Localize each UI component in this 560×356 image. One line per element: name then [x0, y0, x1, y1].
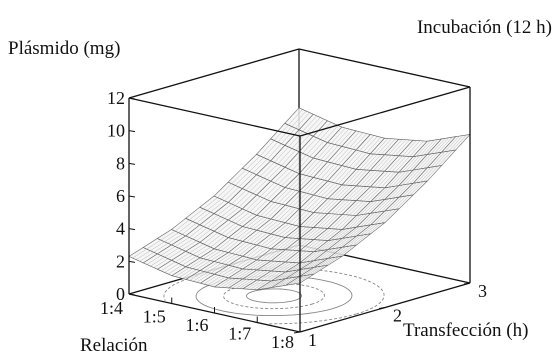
- surface-hatch: [246, 140, 417, 290]
- surface-hatch: [203, 135, 374, 285]
- box-edge: [299, 86, 471, 137]
- x-tick-label: 1:6: [185, 315, 208, 335]
- contour-line: [223, 282, 325, 310]
- z-tick: [128, 162, 136, 165]
- surface-hatch: [264, 139, 435, 289]
- y-tick: [378, 307, 386, 309]
- z-tick: [128, 130, 136, 133]
- z-axis-label: Plásmido (mg): [8, 38, 120, 59]
- z-tick: [128, 228, 136, 231]
- surface-hatch: [189, 131, 360, 281]
- surface-hatch: [139, 112, 310, 262]
- surface-hatch: [146, 115, 317, 265]
- surface-hatch: [175, 127, 346, 277]
- surface-hatch: [153, 118, 325, 268]
- surface-hatch: [200, 134, 371, 284]
- surface-hatch: [282, 137, 453, 286]
- surface-hatch: [161, 122, 332, 272]
- box-edge: [298, 48, 471, 88]
- surface-hatch: [210, 137, 382, 287]
- z-tick: [128, 260, 136, 263]
- surface-hatch: [168, 125, 339, 275]
- surface-hatch: [207, 136, 378, 286]
- x-tick-label: 1:4: [100, 298, 123, 318]
- x-tick-label: 1:8: [271, 332, 294, 352]
- surface-hatch: [278, 137, 449, 287]
- surface-hatch: [225, 138, 396, 288]
- surface-hatch: [239, 139, 410, 289]
- z-tick-label: 0: [116, 284, 125, 304]
- surface-hatch: [242, 140, 414, 289]
- surface-hatch: [289, 135, 460, 285]
- y-tick: [293, 331, 301, 334]
- surface-hatch: [299, 134, 471, 284]
- surface-hatch: [267, 139, 439, 289]
- z-tick: [128, 293, 136, 296]
- x-tick-label: 1:5: [143, 307, 166, 327]
- z-tick-label: 10: [107, 121, 125, 141]
- surface-hatch: [228, 139, 399, 289]
- y-tick-label: 1: [308, 330, 317, 350]
- surface-hatch: [218, 138, 389, 288]
- surface-hatch: [235, 139, 407, 289]
- surface-hatch: [150, 117, 321, 267]
- surface-hatch: [250, 140, 421, 290]
- y-axis-label: Transfección (h): [403, 320, 528, 341]
- surface-hatch: [157, 120, 328, 270]
- surface-hatch: [196, 133, 367, 283]
- z-tick: [128, 97, 136, 100]
- surface-hatch: [260, 140, 431, 290]
- box-edge: [128, 48, 300, 99]
- z-tick-label: 2: [116, 251, 125, 271]
- surface-hatch: [178, 128, 350, 278]
- surface-hatch: [136, 110, 307, 260]
- y-tick-label: 3: [478, 281, 487, 301]
- z-tick-label: 4: [116, 219, 125, 239]
- surface-hatch: [232, 139, 403, 289]
- surface-hatch: [164, 123, 335, 273]
- x-tick-label: 1:7: [228, 324, 251, 344]
- y-tick-label: 2: [393, 306, 402, 326]
- z-tick-label: 8: [116, 153, 125, 173]
- contour-line: [246, 288, 302, 304]
- surface-hatch: [221, 138, 392, 288]
- chart-title: Incubación (12 h): [417, 17, 552, 38]
- box-edge: [128, 97, 301, 137]
- surface-hatch: [182, 129, 353, 279]
- z-tick-label: 6: [116, 186, 125, 206]
- surface-hatch: [257, 141, 428, 290]
- surface-hatch: [143, 114, 314, 264]
- surface-hatch: [128, 107, 300, 257]
- surface-hatch: [132, 109, 303, 259]
- surface-hatch: [285, 136, 456, 286]
- z-tick-label: 12: [107, 88, 125, 108]
- y-tick: [463, 282, 471, 285]
- surface-hatch: [292, 135, 464, 285]
- surface-hatch: [193, 132, 364, 282]
- surface-hatch: [275, 138, 446, 288]
- z-tick: [128, 195, 136, 198]
- surface-hatch: [296, 134, 467, 284]
- surface-hatch: [171, 126, 342, 276]
- x-axis-label: Relación: [80, 335, 148, 356]
- surface-hatch: [253, 140, 424, 290]
- surface-hatch: [185, 130, 357, 280]
